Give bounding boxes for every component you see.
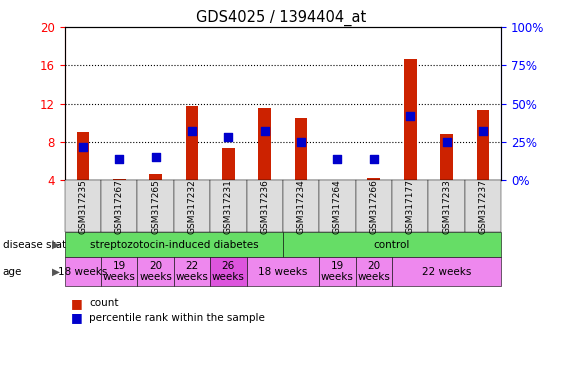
Text: age: age [3, 266, 22, 277]
Bar [113, 179, 126, 180]
Text: GSM317236: GSM317236 [260, 179, 269, 234]
Text: GSM317234: GSM317234 [297, 179, 306, 234]
Text: GSM317237: GSM317237 [479, 179, 488, 234]
Bar [186, 106, 198, 180]
Text: streptozotocin-induced diabetes: streptozotocin-induced diabetes [90, 240, 258, 250]
Point [333, 156, 342, 162]
Point [442, 139, 451, 145]
Text: 22
weeks: 22 weeks [176, 261, 208, 283]
Text: GSM317232: GSM317232 [187, 179, 196, 234]
Text: 19
weeks: 19 weeks [321, 261, 354, 283]
Point [260, 128, 269, 134]
Text: 20
weeks: 20 weeks [139, 261, 172, 283]
Bar [149, 174, 162, 180]
Text: GSM317233: GSM317233 [442, 179, 451, 234]
Text: GSM317264: GSM317264 [333, 179, 342, 234]
Text: control: control [374, 240, 410, 250]
Bar [77, 132, 90, 180]
Bar [404, 59, 417, 180]
Text: GSM317266: GSM317266 [369, 179, 378, 234]
Bar [222, 148, 235, 180]
Point [297, 139, 306, 145]
Point [151, 154, 160, 161]
Point [187, 128, 196, 134]
Bar [440, 134, 453, 180]
Text: GSM317267: GSM317267 [115, 179, 124, 234]
Text: ■: ■ [70, 311, 82, 324]
Text: GSM317177: GSM317177 [406, 179, 415, 234]
Bar [476, 111, 489, 180]
Text: ▶: ▶ [52, 240, 60, 250]
Text: GSM317231: GSM317231 [224, 179, 233, 234]
Point [406, 113, 415, 119]
Text: percentile rank within the sample: percentile rank within the sample [89, 313, 265, 323]
Point [479, 128, 488, 134]
Text: 26
weeks: 26 weeks [212, 261, 245, 283]
Text: 22 weeks: 22 weeks [422, 266, 471, 277]
Bar [258, 108, 271, 180]
Text: GSM317235: GSM317235 [78, 179, 87, 234]
Point [115, 156, 124, 162]
Bar [368, 177, 380, 180]
Text: count: count [89, 298, 118, 308]
Text: 18 weeks: 18 weeks [258, 266, 307, 277]
Point [224, 134, 233, 141]
Bar [294, 118, 307, 180]
Text: GSM317265: GSM317265 [151, 179, 160, 234]
Text: GDS4025 / 1394404_at: GDS4025 / 1394404_at [196, 10, 367, 26]
Text: 20
weeks: 20 weeks [358, 261, 390, 283]
Point [78, 144, 87, 150]
Text: ■: ■ [70, 297, 82, 310]
Text: 18 weeks: 18 weeks [58, 266, 108, 277]
Text: ▶: ▶ [52, 266, 60, 277]
Text: 19
weeks: 19 weeks [103, 261, 136, 283]
Text: disease state: disease state [3, 240, 72, 250]
Point [369, 156, 378, 162]
